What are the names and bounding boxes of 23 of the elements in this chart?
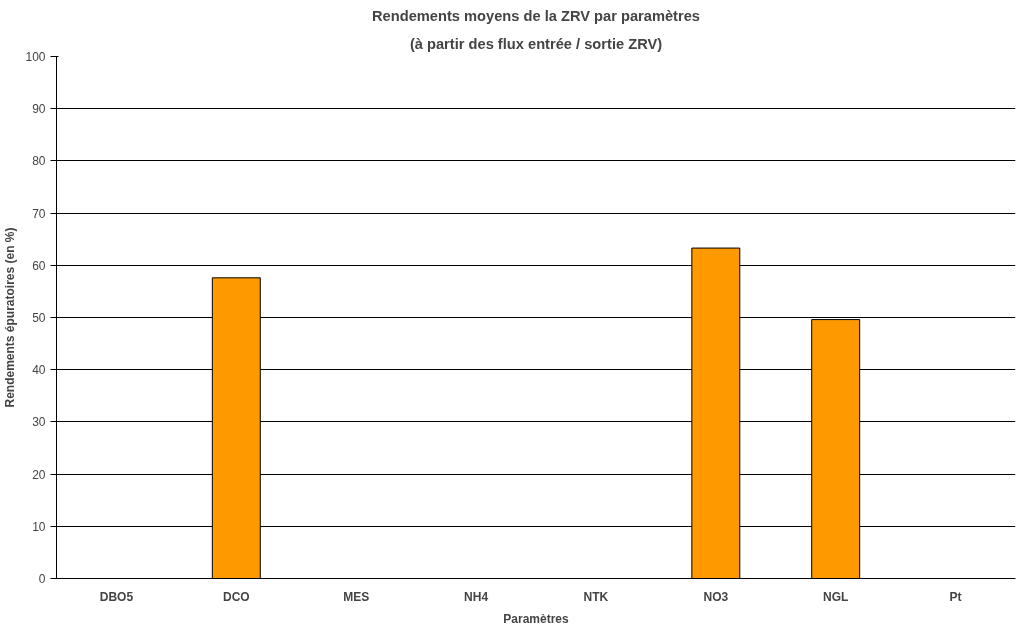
x-tick-label: Pt xyxy=(949,589,962,604)
y-tick-label: 10 xyxy=(32,519,46,534)
chart-subtitle: (à partir des flux entrée / sortie ZRV) xyxy=(409,35,663,52)
x-tick-label: DCO xyxy=(222,589,250,604)
y-tick-label: 0 xyxy=(38,572,46,586)
x-tick-label: NO3 xyxy=(703,589,729,604)
y-tick-label: 20 xyxy=(32,467,46,482)
x-tick-label: DBO5 xyxy=(99,589,134,604)
x-tick-label: NTK xyxy=(583,589,609,604)
y-tick-label: 30 xyxy=(32,415,46,430)
y-tick-label: 80 xyxy=(32,154,46,169)
y-tick-label: 40 xyxy=(32,363,46,378)
y-axis-title: Rendements épuratoires (en %) xyxy=(3,227,18,408)
x-tick-label: NH4 xyxy=(464,589,489,604)
x-tick-label: MES xyxy=(343,589,370,604)
y-tick-label: 90 xyxy=(32,102,46,117)
y-tick-label: 70 xyxy=(32,206,46,221)
y-tick-label: 100 xyxy=(25,50,46,64)
x-tick-label: NGL xyxy=(823,589,849,604)
y-tick-label: 60 xyxy=(32,258,46,273)
y-tick-label: 50 xyxy=(32,311,46,325)
x-axis-title: Paramètres xyxy=(503,611,570,626)
chart-title: Rendements moyens de la ZRV par paramètres xyxy=(372,7,700,24)
